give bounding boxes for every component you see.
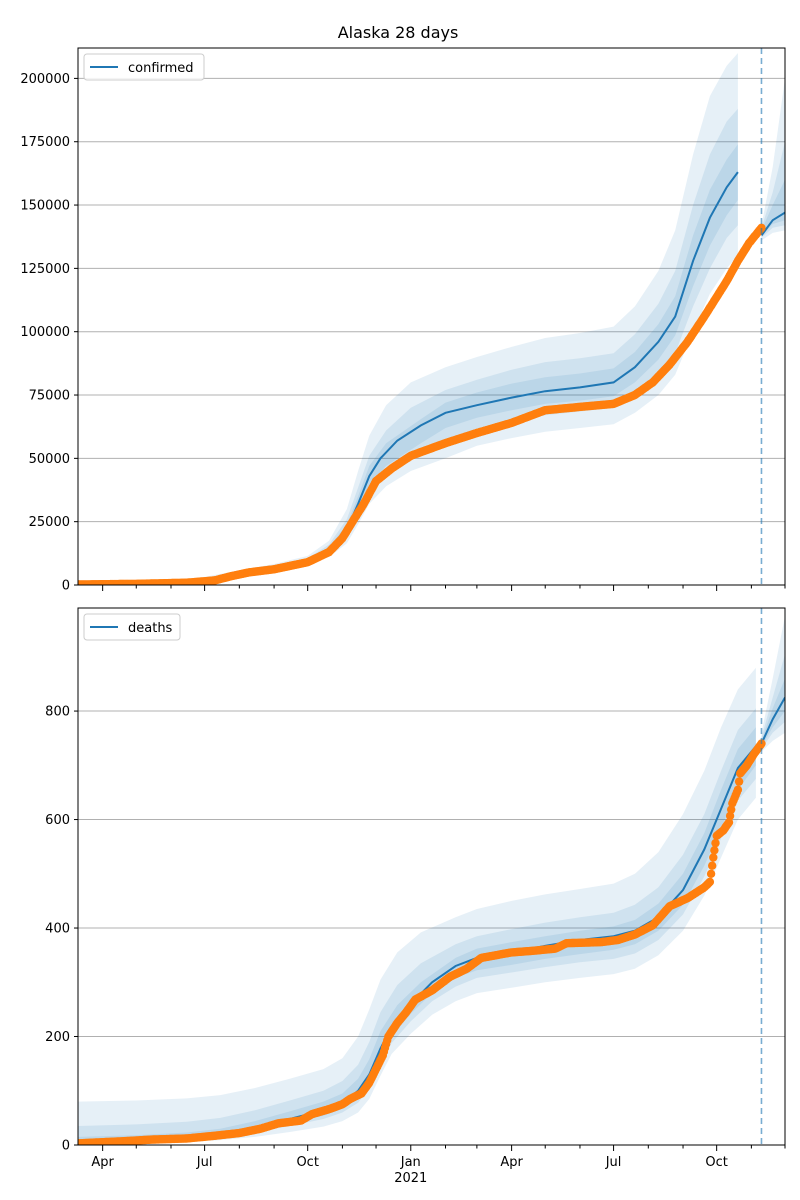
- uncertainty-band: [78, 53, 738, 585]
- y-tick-label: 600: [45, 813, 70, 828]
- y-tick-label: 175000: [20, 135, 70, 150]
- x-tick-label: Jul: [605, 1155, 622, 1170]
- x-tick-label: Oct: [705, 1155, 727, 1170]
- forecast-median-line: [760, 211, 785, 236]
- observed-point: [724, 818, 734, 827]
- observed-point: [711, 838, 720, 848]
- observed-point: [727, 805, 736, 814]
- legend-label: confirmed: [128, 61, 194, 76]
- observed-point: [757, 223, 766, 233]
- x-year-label: 2021: [394, 1171, 427, 1186]
- y-tick-label: 400: [45, 922, 70, 937]
- observed-point: [734, 777, 744, 786]
- legend-label: deaths: [128, 621, 173, 636]
- y-tick-label: 800: [45, 705, 70, 720]
- observed-point: [733, 785, 743, 794]
- x-tick-label: Jul: [196, 1155, 213, 1170]
- uncertainty-band: [761, 179, 785, 237]
- y-tick-label: 75000: [29, 389, 70, 404]
- axes-frame: [77, 47, 786, 586]
- y-tick-label: 0: [62, 1139, 70, 1154]
- forecast-median-line: [760, 697, 785, 745]
- y-tick-label: 125000: [20, 262, 70, 277]
- uncertainty-band: [78, 108, 738, 585]
- y-tick-label: 200: [45, 1030, 70, 1045]
- observed-point: [708, 861, 717, 870]
- observed-point: [709, 853, 718, 862]
- x-tick-label: Apr: [500, 1155, 523, 1170]
- axes-frame: [77, 607, 786, 1146]
- observed-point: [705, 877, 715, 887]
- chart-title: Alaska 28 days: [338, 23, 459, 42]
- uncertainty-band: [78, 708, 756, 1145]
- x-tick-label: Jan: [400, 1155, 421, 1170]
- y-tick-label: 25000: [29, 515, 70, 530]
- observed-point: [710, 846, 719, 855]
- uncertainty-band: [78, 667, 756, 1145]
- y-tick-label: 0: [62, 579, 70, 594]
- y-tick-label: 150000: [20, 199, 70, 214]
- observed-point: [706, 869, 716, 878]
- y-tick-label: 100000: [20, 325, 70, 340]
- uncertainty-band: [761, 141, 785, 238]
- observed-point: [725, 811, 735, 821]
- uncertainty-band: [761, 78, 785, 241]
- plot-area: [78, 616, 785, 1145]
- x-tick-label: Apr: [91, 1155, 114, 1170]
- plot-area: [78, 53, 785, 585]
- confirmed-panel: 0 25000 50000 75000 100000 125000 150000 175000…: [20, 47, 786, 594]
- uncertainty-band: [761, 616, 785, 752]
- uncertainty-band: [761, 654, 785, 749]
- legend-box: [83, 53, 205, 81]
- y-tick-label: 50000: [29, 452, 70, 467]
- legend-box: [83, 613, 181, 641]
- deaths-panel: 0 200 400 600 800 Apr Jul Oct Jan Apr Jul Oct 2021 de…: [45, 607, 786, 1186]
- x-tick-label: Oct: [296, 1155, 318, 1170]
- y-tick-label: 200000: [20, 72, 70, 87]
